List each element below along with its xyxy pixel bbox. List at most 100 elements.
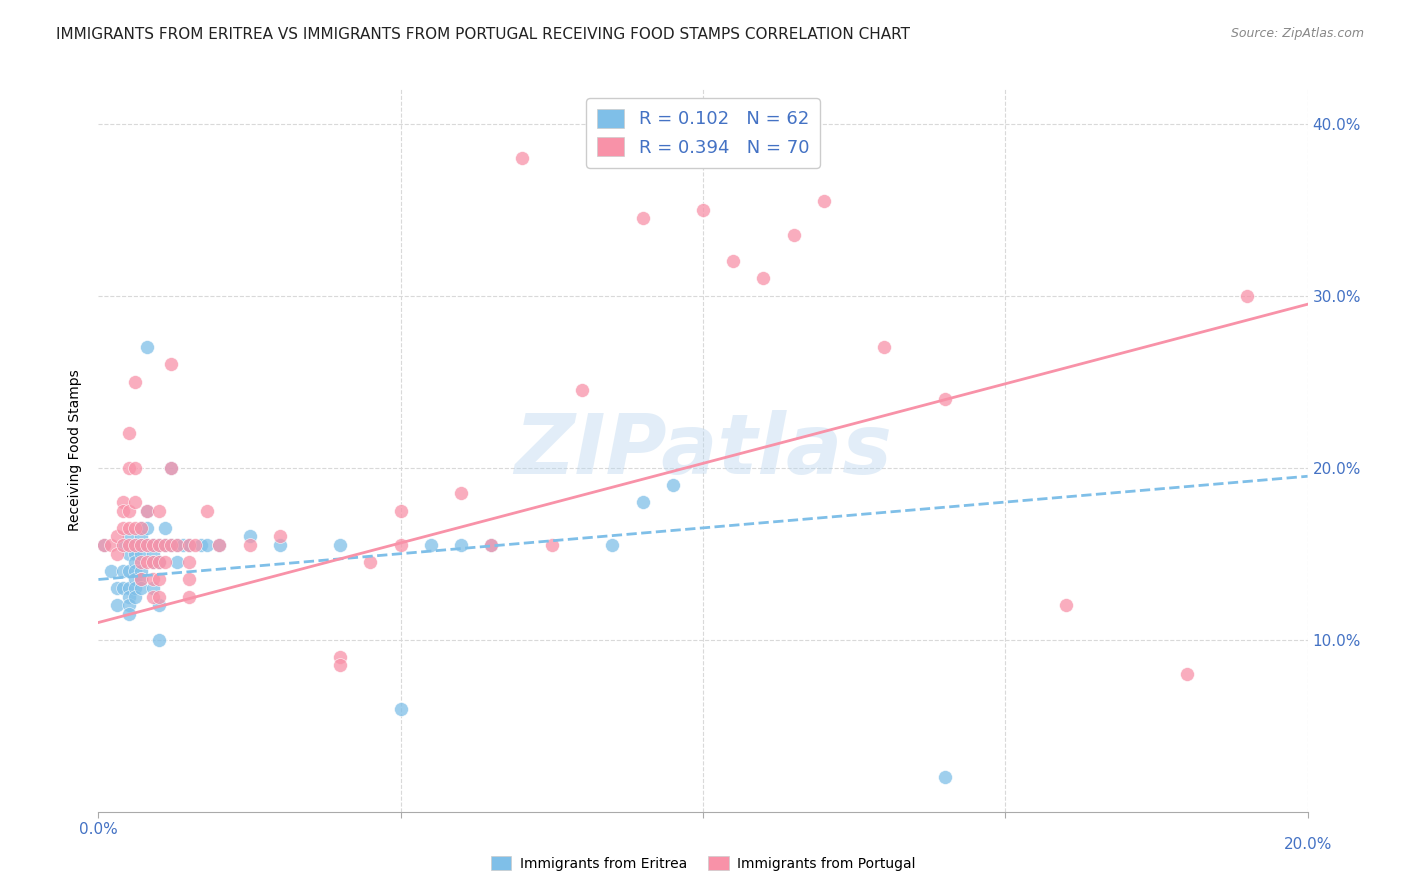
Point <box>208 538 231 552</box>
Point <box>148 632 170 647</box>
Point <box>389 503 412 517</box>
Point <box>129 538 152 552</box>
Point <box>135 521 157 535</box>
Point <box>172 538 194 552</box>
Point <box>105 581 128 595</box>
Point <box>124 495 146 509</box>
Point <box>153 538 176 552</box>
Point <box>129 547 152 561</box>
Point <box>540 538 562 552</box>
Point <box>142 581 165 595</box>
Point <box>631 211 654 226</box>
Point <box>389 701 412 715</box>
Point <box>124 581 146 595</box>
Point <box>783 228 806 243</box>
Point <box>135 538 157 552</box>
Point <box>934 392 956 406</box>
Point <box>179 555 201 569</box>
Point <box>510 151 533 165</box>
Point <box>329 658 352 673</box>
Point <box>1236 288 1258 302</box>
Point <box>118 581 141 595</box>
Point <box>148 538 170 552</box>
Point <box>100 538 122 552</box>
Point <box>118 529 141 543</box>
Point <box>450 486 472 500</box>
Point <box>389 538 412 552</box>
Legend: Immigrants from Eritrea, Immigrants from Portugal: Immigrants from Eritrea, Immigrants from… <box>485 850 921 876</box>
Point <box>135 538 157 552</box>
Point <box>179 573 201 587</box>
Point <box>148 538 170 552</box>
Point <box>813 194 835 208</box>
Point <box>118 547 141 561</box>
Point <box>148 555 170 569</box>
Point <box>142 538 165 552</box>
Point <box>111 503 134 517</box>
Point <box>481 538 503 552</box>
Point <box>124 538 146 552</box>
Point <box>111 495 134 509</box>
Point <box>148 590 170 604</box>
Point <box>124 521 146 535</box>
Point <box>142 538 165 552</box>
Point <box>105 529 128 543</box>
Point <box>195 538 218 552</box>
Point <box>239 538 262 552</box>
Point <box>118 607 141 621</box>
Point <box>118 426 141 441</box>
Point <box>692 202 714 217</box>
Text: 20.0%: 20.0% <box>1284 837 1331 852</box>
Point <box>269 538 291 552</box>
Point <box>602 538 624 552</box>
Point <box>124 573 146 587</box>
Point <box>752 271 775 285</box>
Point <box>118 599 141 613</box>
Point <box>93 538 115 552</box>
Point <box>571 384 593 398</box>
Point <box>124 375 146 389</box>
Point <box>329 538 352 552</box>
Point <box>1054 599 1077 613</box>
Point <box>934 770 956 784</box>
Point <box>124 460 146 475</box>
Point <box>93 538 115 552</box>
Text: IMMIGRANTS FROM ERITREA VS IMMIGRANTS FROM PORTUGAL RECEIVING FOOD STAMPS CORREL: IMMIGRANTS FROM ERITREA VS IMMIGRANTS FR… <box>56 27 910 42</box>
Point <box>142 547 165 561</box>
Point <box>179 538 201 552</box>
Point <box>184 538 207 552</box>
Point <box>160 538 183 552</box>
Point <box>105 547 128 561</box>
Point <box>1175 667 1198 681</box>
Point <box>661 478 683 492</box>
Point <box>105 599 128 613</box>
Point <box>360 555 382 569</box>
Point <box>723 254 745 268</box>
Text: ZIPatlas: ZIPatlas <box>515 410 891 491</box>
Point <box>190 538 212 552</box>
Point <box>129 573 152 587</box>
Point <box>420 538 443 552</box>
Point <box>129 521 152 535</box>
Legend: R = 0.102   N = 62, R = 0.394   N = 70: R = 0.102 N = 62, R = 0.394 N = 70 <box>586 98 820 168</box>
Point <box>208 538 231 552</box>
Point <box>631 495 654 509</box>
Point <box>148 599 170 613</box>
Point <box>160 358 183 372</box>
Point <box>129 521 152 535</box>
Point <box>142 555 165 569</box>
Point <box>160 460 183 475</box>
Point <box>124 538 146 552</box>
Point <box>111 538 134 552</box>
Point <box>239 529 262 543</box>
Point <box>160 538 183 552</box>
Text: Source: ZipAtlas.com: Source: ZipAtlas.com <box>1230 27 1364 40</box>
Point <box>269 529 291 543</box>
Point <box>111 521 134 535</box>
Point <box>166 538 188 552</box>
Point <box>124 564 146 578</box>
Point <box>118 460 141 475</box>
Point <box>142 555 165 569</box>
Point <box>153 555 176 569</box>
Point <box>124 547 146 561</box>
